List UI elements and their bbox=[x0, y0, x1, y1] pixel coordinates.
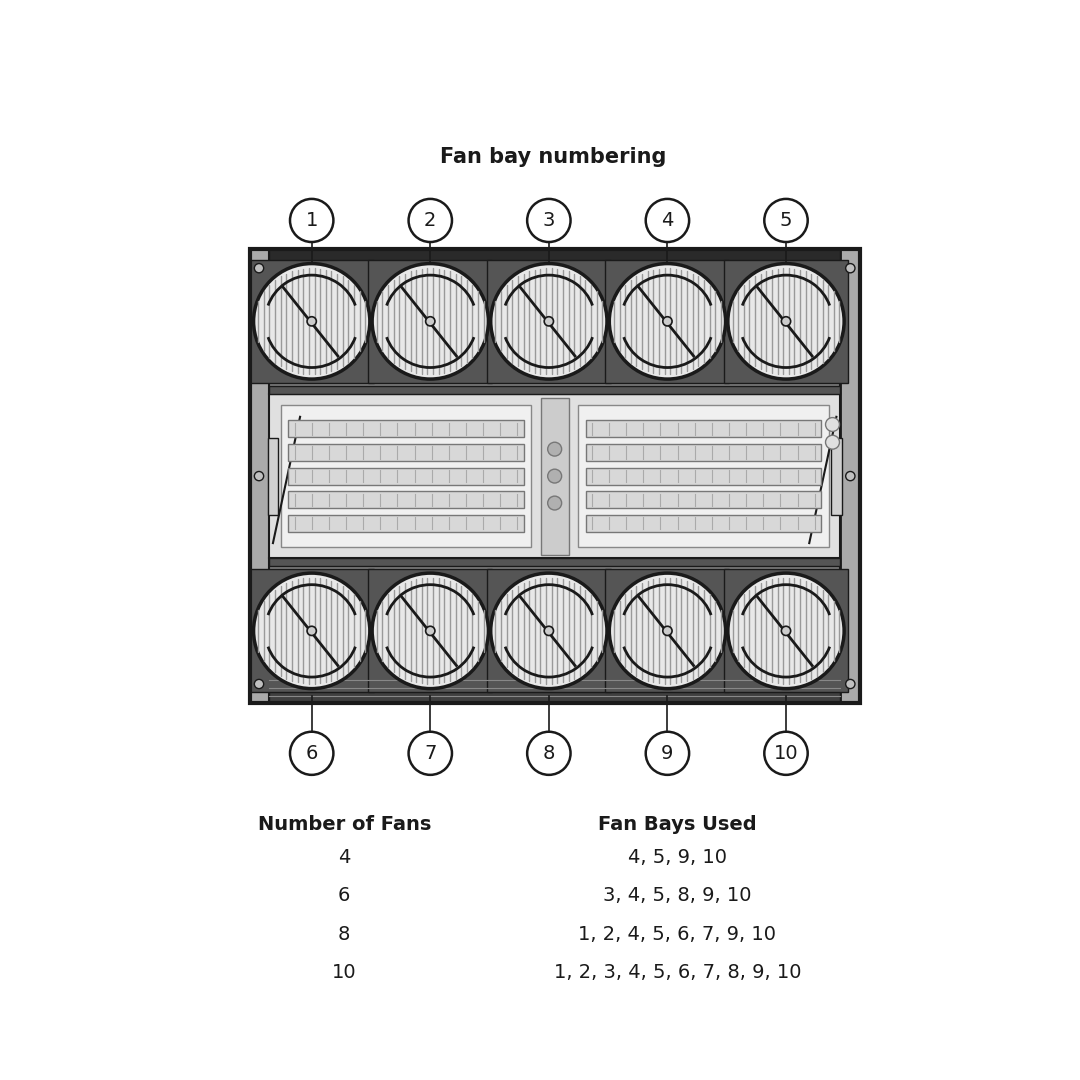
Text: 1, 2, 4, 5, 6, 7, 9, 10: 1, 2, 4, 5, 6, 7, 9, 10 bbox=[579, 924, 777, 944]
Bar bbox=[269, 386, 840, 394]
Text: 8: 8 bbox=[338, 924, 350, 944]
Bar bbox=[249, 259, 374, 383]
Circle shape bbox=[846, 472, 855, 481]
Bar bbox=[269, 249, 840, 394]
Circle shape bbox=[291, 199, 334, 242]
Text: 2: 2 bbox=[424, 211, 436, 230]
Circle shape bbox=[373, 573, 488, 689]
Text: Number of Fans: Number of Fans bbox=[257, 815, 431, 834]
Bar bbox=[368, 259, 492, 383]
Circle shape bbox=[255, 679, 264, 689]
Circle shape bbox=[663, 626, 672, 635]
Bar bbox=[585, 420, 821, 437]
Circle shape bbox=[728, 264, 845, 379]
Circle shape bbox=[548, 496, 562, 510]
Circle shape bbox=[408, 732, 451, 774]
Circle shape bbox=[490, 573, 607, 689]
Text: 1: 1 bbox=[306, 211, 318, 230]
Text: 4, 5, 9, 10: 4, 5, 9, 10 bbox=[627, 848, 727, 867]
Bar bbox=[288, 491, 524, 509]
Text: 6: 6 bbox=[306, 744, 318, 762]
Text: Fan Bays Used: Fan Bays Used bbox=[598, 815, 757, 834]
Circle shape bbox=[646, 199, 689, 242]
Bar bbox=[249, 249, 269, 703]
Bar bbox=[288, 515, 524, 531]
Bar bbox=[288, 420, 524, 437]
Circle shape bbox=[527, 732, 570, 774]
Circle shape bbox=[646, 732, 689, 774]
Circle shape bbox=[781, 626, 791, 635]
Text: 1, 2, 3, 4, 5, 6, 7, 8, 9, 10: 1, 2, 3, 4, 5, 6, 7, 8, 9, 10 bbox=[554, 963, 801, 982]
Circle shape bbox=[291, 732, 334, 774]
Circle shape bbox=[548, 469, 562, 483]
Circle shape bbox=[255, 472, 264, 481]
Text: 3, 4, 5, 8, 9, 10: 3, 4, 5, 8, 9, 10 bbox=[604, 887, 752, 905]
Bar bbox=[585, 515, 821, 531]
Circle shape bbox=[307, 316, 316, 326]
Bar bbox=[281, 405, 531, 546]
Bar bbox=[288, 468, 524, 485]
Text: 3: 3 bbox=[542, 211, 555, 230]
Text: 4: 4 bbox=[338, 848, 350, 867]
Circle shape bbox=[765, 732, 808, 774]
Circle shape bbox=[825, 418, 839, 431]
Circle shape bbox=[307, 626, 316, 635]
Circle shape bbox=[254, 264, 369, 379]
Bar bbox=[269, 673, 840, 703]
Bar bbox=[249, 569, 374, 692]
Circle shape bbox=[255, 264, 264, 273]
Bar bbox=[606, 259, 729, 383]
Circle shape bbox=[548, 442, 562, 456]
Bar bbox=[269, 558, 840, 566]
Bar bbox=[269, 558, 840, 703]
Circle shape bbox=[254, 573, 369, 689]
Text: Fan bay numbering: Fan bay numbering bbox=[441, 147, 666, 166]
Bar bbox=[831, 437, 841, 514]
Text: 5: 5 bbox=[780, 211, 793, 230]
Text: 9: 9 bbox=[661, 744, 674, 762]
Text: 6: 6 bbox=[338, 887, 350, 905]
Circle shape bbox=[544, 316, 554, 326]
Text: 10: 10 bbox=[773, 744, 798, 762]
Text: 4: 4 bbox=[661, 211, 674, 230]
Circle shape bbox=[846, 264, 855, 273]
Text: 8: 8 bbox=[542, 744, 555, 762]
Bar bbox=[724, 569, 848, 692]
Circle shape bbox=[544, 626, 554, 635]
Circle shape bbox=[408, 199, 451, 242]
Circle shape bbox=[490, 264, 607, 379]
Circle shape bbox=[373, 264, 488, 379]
Circle shape bbox=[846, 679, 855, 689]
Circle shape bbox=[781, 316, 791, 326]
Bar bbox=[268, 437, 279, 514]
Bar bbox=[578, 405, 828, 546]
Circle shape bbox=[426, 316, 435, 326]
Bar bbox=[269, 394, 840, 558]
Text: 7: 7 bbox=[424, 744, 436, 762]
Circle shape bbox=[609, 573, 726, 689]
Bar bbox=[840, 249, 860, 703]
Bar bbox=[585, 491, 821, 509]
Bar bbox=[606, 569, 729, 692]
Bar bbox=[541, 397, 568, 555]
Bar bbox=[249, 249, 860, 703]
Text: 10: 10 bbox=[332, 963, 356, 982]
Bar bbox=[724, 259, 848, 383]
Circle shape bbox=[426, 626, 435, 635]
Circle shape bbox=[728, 573, 845, 689]
Bar bbox=[585, 444, 821, 461]
Bar bbox=[487, 569, 611, 692]
Bar bbox=[487, 259, 611, 383]
Circle shape bbox=[765, 199, 808, 242]
Bar bbox=[585, 468, 821, 485]
Circle shape bbox=[663, 316, 672, 326]
Bar bbox=[368, 569, 492, 692]
Circle shape bbox=[527, 199, 570, 242]
Bar bbox=[288, 444, 524, 461]
Bar bbox=[269, 249, 840, 262]
Circle shape bbox=[609, 264, 726, 379]
Circle shape bbox=[825, 435, 839, 449]
